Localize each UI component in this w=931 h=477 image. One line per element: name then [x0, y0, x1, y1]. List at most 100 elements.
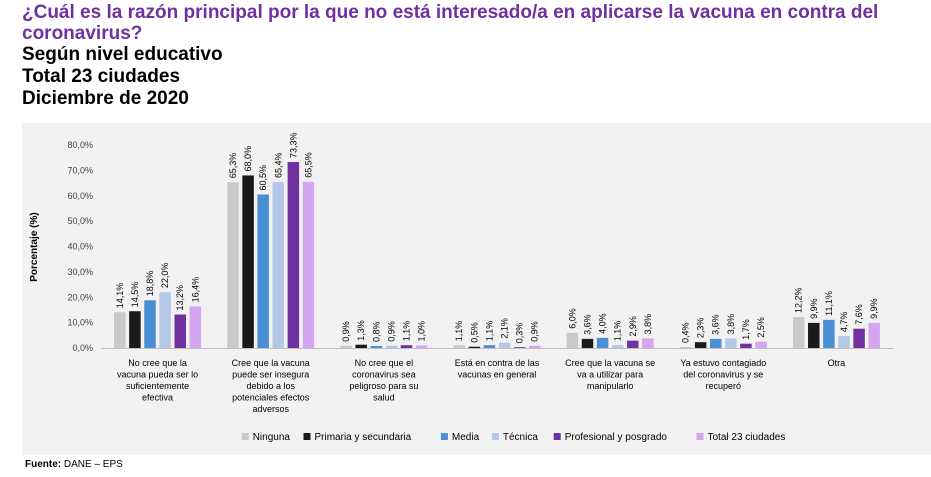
- data-label: 60,5%: [258, 165, 268, 191]
- bar: [302, 181, 315, 348]
- bar: [257, 194, 269, 348]
- bar: [642, 338, 654, 348]
- bar: [189, 306, 202, 348]
- data-label: 4,7%: [839, 312, 849, 333]
- data-label: 0,3%: [515, 323, 525, 344]
- bar: [868, 322, 880, 348]
- bar: [709, 338, 722, 348]
- data-label: 1,1%: [402, 321, 412, 342]
- x-category-label: manipularlo: [587, 381, 634, 391]
- data-label: 2,9%: [628, 316, 638, 337]
- bar: [114, 312, 126, 348]
- bar: [498, 342, 511, 348]
- data-label: 0,4%: [681, 322, 691, 343]
- data-label: 16,4%: [190, 277, 200, 303]
- x-category-label: salud: [373, 393, 395, 403]
- y-tick-label: 0,0%: [72, 343, 93, 353]
- bar: [483, 345, 496, 348]
- page-title: ¿Cuál es la razón principal por la que n…: [22, 2, 879, 44]
- data-label: 9,9%: [809, 298, 819, 319]
- bar: [355, 344, 367, 348]
- legend-swatch: [241, 433, 249, 440]
- bar: [529, 345, 541, 348]
- x-category-label: suficientemente: [126, 381, 189, 391]
- bar: [370, 345, 383, 348]
- data-label: 65,3%: [228, 153, 238, 179]
- legend-entry: Media: [452, 432, 480, 443]
- x-category-label: del coronavirus y se: [683, 370, 763, 380]
- x-category-label: adversos: [252, 404, 289, 414]
- data-label: 3,8%: [643, 314, 653, 335]
- y-tick-label: 80,0%: [67, 140, 93, 150]
- x-category-label: puede ser insegura: [232, 370, 309, 380]
- bar: [838, 336, 850, 348]
- data-label: 3,6%: [711, 314, 721, 335]
- legend-entry: Profesional y posgrado: [565, 432, 668, 443]
- legend-swatch: [440, 433, 448, 440]
- data-label: 4,0%: [598, 313, 608, 334]
- x-category-label: efectiva: [142, 393, 173, 403]
- subtitle-line-1: Según nivel educativo: [22, 44, 223, 65]
- subtitle-line-2: Total 23 ciudades: [22, 66, 181, 87]
- x-category-label: No cree que el: [355, 358, 414, 368]
- y-tick-label: 30,0%: [67, 267, 93, 277]
- bar: [453, 345, 465, 348]
- bar: [242, 175, 254, 348]
- legend-entry: Primaria y secundaria: [315, 432, 412, 443]
- bar: [385, 345, 398, 348]
- data-label: 3,6%: [582, 314, 592, 335]
- legend-entry: Ninguna: [253, 432, 291, 443]
- bar: [415, 345, 428, 348]
- legend-swatch: [303, 433, 311, 440]
- x-category-label: Ya estuvo contagiado: [680, 358, 766, 368]
- data-label: 73,3%: [288, 132, 298, 158]
- bar: [272, 182, 285, 348]
- bar: [808, 322, 820, 348]
- bar: [340, 345, 352, 348]
- data-label: 14,5%: [130, 282, 140, 308]
- data-label: 18,8%: [145, 271, 155, 297]
- bar: [627, 340, 639, 348]
- data-label: 2,1%: [500, 318, 510, 339]
- y-tick-label: 70,0%: [67, 165, 93, 175]
- source-value: DANE – EPS: [63, 459, 123, 470]
- data-label: 13,2%: [175, 285, 185, 311]
- bar: [287, 162, 300, 348]
- bar: [513, 347, 526, 348]
- bar: [740, 343, 752, 348]
- bar: [755, 341, 767, 348]
- data-label: 1,1%: [484, 321, 494, 342]
- y-tick-label: 40,0%: [67, 242, 93, 252]
- data-label: 6,0%: [567, 308, 577, 329]
- bar: [853, 328, 865, 348]
- y-tick-label: 20,0%: [67, 292, 93, 302]
- legend-swatch: [553, 433, 561, 440]
- data-label: 0,5%: [469, 322, 479, 343]
- bar: [174, 314, 186, 348]
- y-tick-label: 10,0%: [67, 318, 93, 328]
- x-category-label: Cree que la vacuna: [232, 358, 310, 368]
- x-category-label: recuperó: [706, 381, 742, 391]
- x-category-label: Otra: [828, 358, 846, 368]
- data-label: 2,5%: [756, 317, 766, 338]
- legend-swatch: [696, 433, 704, 440]
- x-category-label: va a utilizar para: [577, 370, 643, 380]
- bar: [129, 311, 141, 348]
- x-category-label: Está en contra de las: [455, 358, 540, 368]
- data-label: 2,3%: [696, 318, 706, 339]
- data-label: 3,8%: [726, 314, 736, 335]
- bar: [823, 319, 835, 348]
- data-label: 68,0%: [243, 146, 253, 172]
- data-label: 1,7%: [741, 319, 751, 340]
- x-category-label: No cree que la: [128, 358, 187, 368]
- source-note: Fuente: DANE – EPS: [25, 459, 123, 470]
- data-label: 12,2%: [794, 288, 804, 314]
- data-label: 0,9%: [530, 321, 540, 342]
- data-label: 7,6%: [854, 304, 864, 325]
- data-label: 1,1%: [454, 321, 464, 342]
- source-label: Fuente:: [25, 459, 62, 470]
- data-label: 65,4%: [273, 153, 283, 179]
- data-label: 65,5%: [303, 152, 313, 178]
- data-label: 14,1%: [115, 283, 125, 309]
